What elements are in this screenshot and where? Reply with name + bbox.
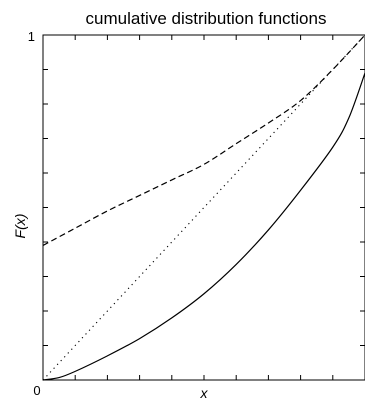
- series-line-solid: [42, 72, 365, 381]
- x-axis-label: x: [200, 385, 209, 398]
- y-tick-label-1: 1: [28, 29, 35, 44]
- y-axis-label: F(x): [12, 214, 28, 239]
- chart-title: cumulative distribution functions: [86, 9, 327, 28]
- x-tick-label-0: 0: [33, 383, 40, 398]
- plot-area: [42, 34, 365, 381]
- series-group: [42, 34, 365, 381]
- series-line-dotted: [42, 34, 365, 381]
- axis-ticks: [43, 35, 365, 380]
- series-line-dashed: [42, 34, 365, 246]
